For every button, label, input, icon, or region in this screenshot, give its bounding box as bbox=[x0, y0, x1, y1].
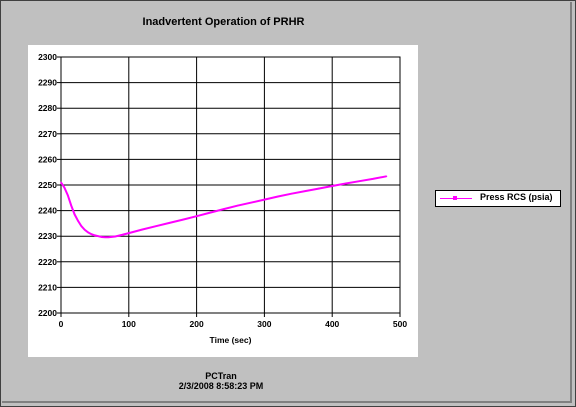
y-tick-label: 2210 bbox=[38, 282, 57, 292]
data-point bbox=[107, 236, 110, 239]
data-point bbox=[141, 228, 144, 231]
data-point bbox=[63, 186, 66, 189]
data-point bbox=[385, 175, 388, 178]
y-tick-label: 2300 bbox=[38, 52, 57, 62]
data-point bbox=[250, 201, 252, 204]
footer-app-name: PCTran bbox=[205, 371, 237, 381]
data-point bbox=[222, 208, 225, 210]
footer: PCTran 2/3/2008 8:58:23 PM bbox=[111, 371, 331, 391]
data-point bbox=[209, 211, 211, 214]
data-point bbox=[90, 233, 93, 235]
x-tick-label: 100 bbox=[122, 319, 136, 329]
y-tick-label: 2230 bbox=[38, 231, 57, 241]
chart-title: Inadvertent Operation of PRHR bbox=[142, 16, 305, 28]
footer-timestamp: 2/3/2008 8:58:23 PM bbox=[178, 381, 264, 391]
data-point bbox=[73, 213, 76, 216]
y-tick-label: 2240 bbox=[38, 206, 57, 216]
data-point bbox=[358, 180, 361, 182]
x-tick-label: 300 bbox=[257, 319, 271, 329]
data-point bbox=[317, 187, 320, 190]
data-point bbox=[128, 232, 130, 234]
data-point bbox=[104, 236, 106, 239]
data-point bbox=[331, 185, 334, 187]
data-point bbox=[77, 220, 79, 222]
y-tick-label: 2200 bbox=[38, 308, 57, 318]
data-point bbox=[87, 231, 89, 234]
data-point bbox=[114, 235, 117, 238]
data-point bbox=[304, 190, 306, 192]
data-point bbox=[263, 198, 266, 201]
y-tick-label: 2270 bbox=[38, 129, 57, 139]
data-point bbox=[277, 195, 279, 198]
x-tick-label: 0 bbox=[59, 319, 64, 329]
y-tick-label: 2220 bbox=[38, 257, 57, 267]
x-axis-title: Time (sec) bbox=[210, 335, 252, 345]
data-point bbox=[182, 218, 184, 221]
x-tick-label: 500 bbox=[393, 319, 407, 329]
y-tick-label: 2290 bbox=[38, 78, 57, 88]
data-point bbox=[70, 204, 72, 207]
plot-panel: 0 100 200 300 400 500 2200 2210 2220 2230 2240 2250… bbox=[28, 45, 418, 357]
data-point bbox=[121, 234, 123, 236]
data-point bbox=[155, 225, 157, 228]
data-point bbox=[66, 194, 69, 197]
data-point bbox=[100, 236, 103, 238]
y-tick-label: 2280 bbox=[38, 103, 57, 113]
chart-plot: 0 100 200 300 400 500 2200 2210 2220 2230 2240 2250… bbox=[38, 52, 407, 345]
y-tick-label: 2260 bbox=[38, 154, 57, 164]
data-point bbox=[195, 215, 198, 218]
data-point bbox=[83, 229, 86, 231]
data-point bbox=[372, 178, 374, 180]
window-bevel bbox=[2, 2, 572, 403]
x-tick-label: 200 bbox=[190, 319, 204, 329]
data-point bbox=[94, 234, 96, 237]
data-point bbox=[60, 181, 62, 184]
data-point bbox=[236, 204, 239, 207]
x-tick-label: 400 bbox=[325, 319, 339, 329]
legend: Press RCS (psia) bbox=[435, 190, 561, 207]
y-tick-label: 2250 bbox=[38, 180, 57, 190]
data-point bbox=[80, 225, 83, 227]
legend-marker bbox=[453, 196, 457, 200]
data-point bbox=[97, 235, 100, 237]
legend-label: Press RCS (psia) bbox=[480, 192, 553, 202]
data-point bbox=[344, 182, 347, 185]
data-point bbox=[290, 192, 293, 195]
data-point bbox=[168, 222, 171, 224]
